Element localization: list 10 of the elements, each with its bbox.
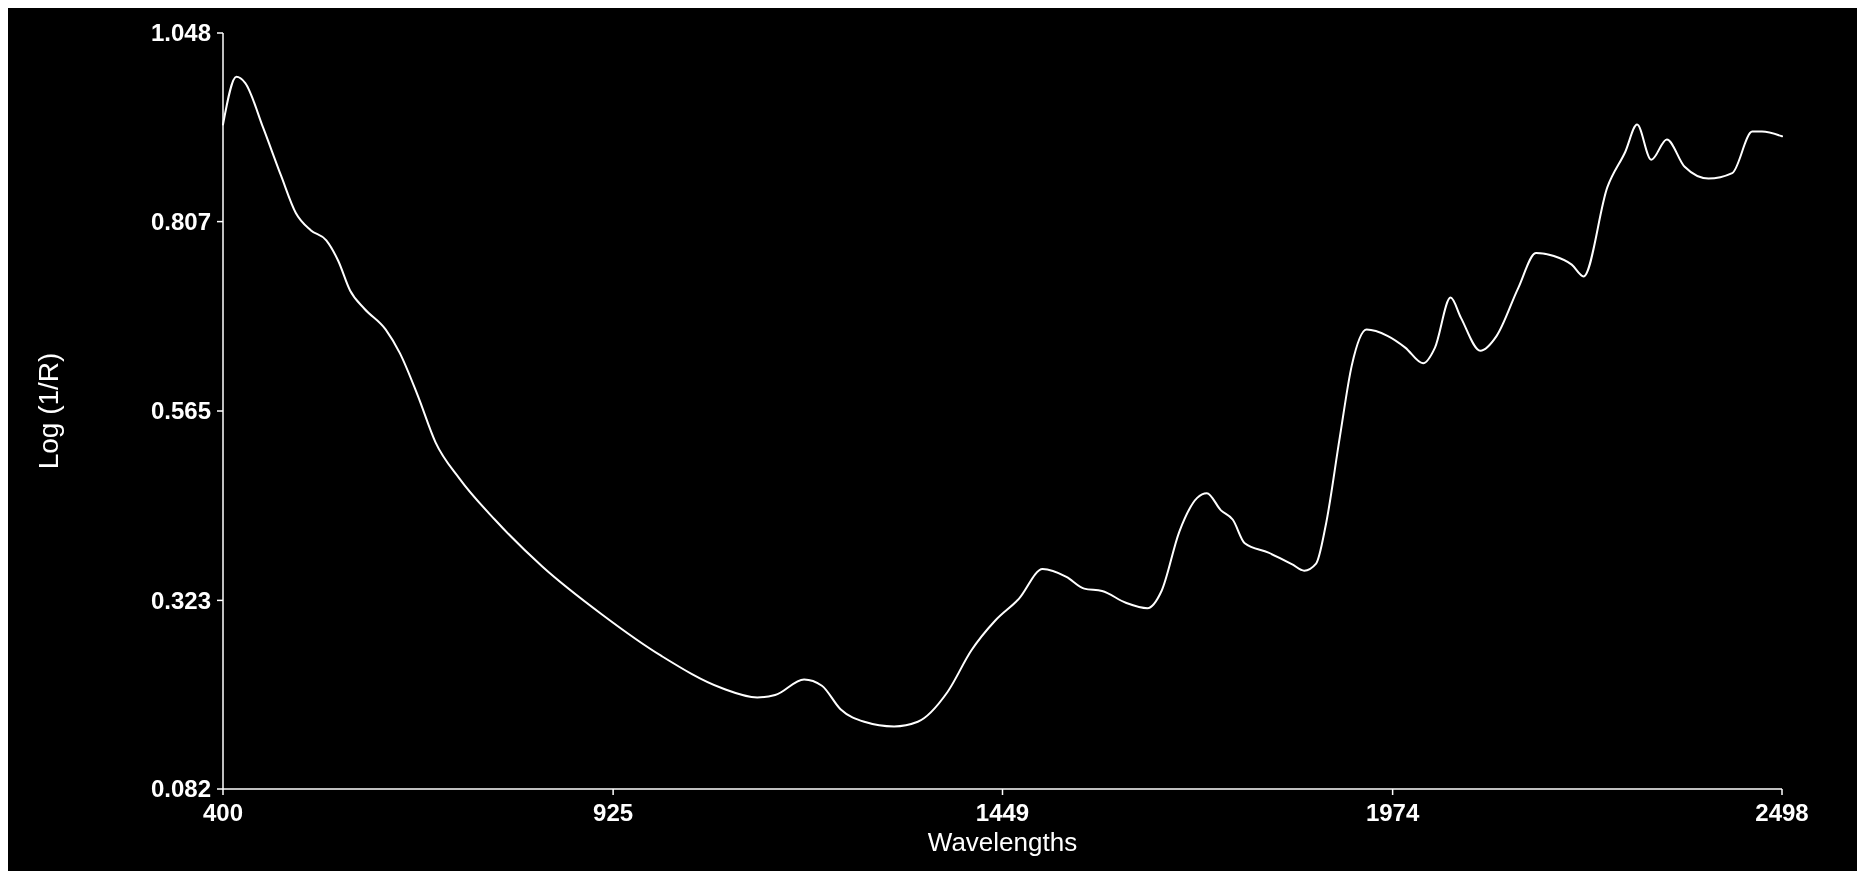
y-tick-label: 0.565 — [150, 397, 211, 425]
y-tick-label: 0.807 — [150, 208, 211, 236]
y-tick-label: 1.048 — [150, 19, 211, 47]
x-axis-title: Wavelengths — [927, 827, 1078, 857]
y-tick-label: 0.323 — [150, 586, 211, 614]
x-tick-label: 1974 — [1365, 799, 1420, 826]
x-tick-label: 1449 — [975, 799, 1030, 826]
x-tick-label: 2498 — [1755, 799, 1809, 826]
y-axis-title: Log (1/R) — [33, 352, 64, 470]
x-tick-label: 925 — [593, 799, 634, 826]
